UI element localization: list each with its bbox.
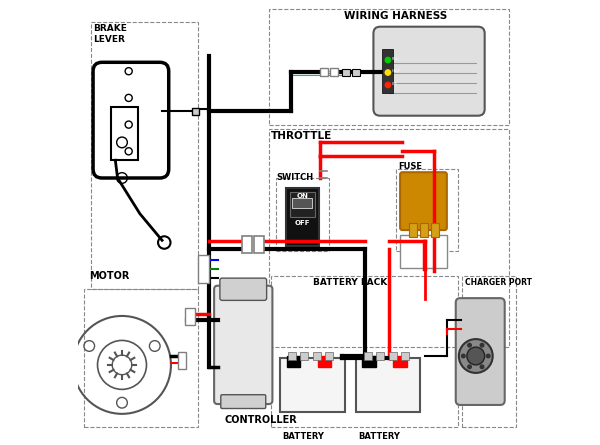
Text: BATTERY: BATTERY	[282, 432, 324, 441]
Circle shape	[385, 57, 391, 63]
Bar	[389, 352, 397, 360]
Circle shape	[480, 344, 484, 347]
Bar	[288, 352, 296, 360]
Bar	[84, 289, 197, 427]
Circle shape	[468, 365, 472, 368]
Bar	[400, 235, 447, 268]
Text: WIRING HARNESS: WIRING HARNESS	[344, 11, 448, 21]
Bar	[325, 352, 334, 360]
FancyBboxPatch shape	[456, 298, 505, 405]
Bar	[271, 276, 458, 427]
Text: BATTERY: BATTERY	[358, 432, 400, 441]
Bar	[330, 68, 338, 76]
FancyBboxPatch shape	[214, 286, 272, 404]
Bar	[431, 223, 439, 237]
Text: FULL: FULL	[392, 57, 401, 61]
Bar	[292, 198, 313, 208]
Text: LFE: LFE	[392, 82, 398, 85]
Bar	[313, 352, 321, 360]
Circle shape	[468, 344, 472, 347]
Bar	[356, 358, 420, 412]
Bar	[352, 69, 360, 76]
Text: BRAKE
LEVER: BRAKE LEVER	[93, 24, 127, 44]
Circle shape	[487, 354, 490, 358]
Bar	[242, 236, 252, 253]
Bar	[342, 69, 350, 76]
Text: CONTROLLER: CONTROLLER	[224, 415, 297, 425]
Bar	[395, 169, 458, 251]
Bar	[178, 352, 186, 369]
Bar	[409, 223, 417, 237]
Bar	[91, 22, 197, 289]
Text: MOTOR: MOTOR	[89, 271, 129, 281]
Text: BATTERY PACK: BATTERY PACK	[313, 278, 388, 287]
Circle shape	[461, 354, 465, 358]
Text: FUSE: FUSE	[398, 162, 422, 171]
Bar	[269, 129, 509, 347]
Bar	[318, 356, 331, 367]
Text: OFF: OFF	[295, 220, 310, 226]
Text: HALF: HALF	[392, 69, 401, 73]
Circle shape	[467, 347, 485, 365]
Bar	[382, 49, 394, 93]
Circle shape	[459, 339, 493, 373]
Circle shape	[480, 365, 484, 368]
Bar	[320, 68, 328, 76]
FancyBboxPatch shape	[400, 172, 447, 230]
FancyBboxPatch shape	[221, 395, 266, 409]
Bar	[254, 236, 264, 253]
Bar	[197, 255, 209, 283]
Bar	[364, 352, 371, 360]
FancyBboxPatch shape	[220, 278, 266, 300]
Bar	[420, 223, 428, 237]
Bar	[362, 356, 376, 367]
Bar	[287, 356, 300, 367]
Text: CHARGER PORT: CHARGER PORT	[464, 278, 532, 287]
Bar	[290, 192, 314, 217]
Text: SWITCH: SWITCH	[277, 173, 314, 182]
Bar	[275, 178, 329, 251]
Bar	[185, 308, 195, 325]
Bar	[301, 352, 308, 360]
Bar	[401, 352, 409, 360]
Bar	[394, 356, 407, 367]
Text: ON: ON	[296, 193, 308, 199]
Bar	[111, 107, 137, 160]
Bar	[376, 352, 384, 360]
FancyBboxPatch shape	[373, 27, 485, 116]
Bar	[463, 276, 516, 427]
FancyBboxPatch shape	[193, 108, 199, 115]
Bar	[269, 9, 509, 125]
Bar	[280, 358, 344, 412]
Circle shape	[385, 82, 391, 88]
Circle shape	[385, 70, 391, 75]
Text: THROTTLE: THROTTLE	[271, 131, 332, 141]
Bar	[286, 188, 319, 246]
